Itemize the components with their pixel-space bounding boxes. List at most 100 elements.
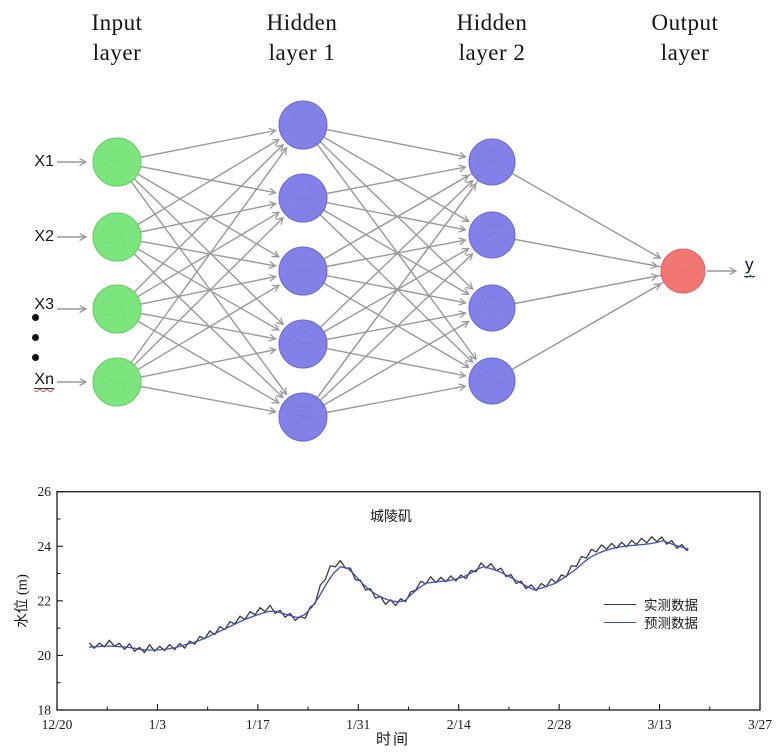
chart-title: 城陵矶: [370, 510, 412, 525]
node-texture: [484, 379, 500, 390]
edge: [319, 141, 472, 290]
edge: [326, 128, 466, 157]
input-label-xn-text: Xn: [34, 371, 54, 389]
output-label-y: y: [744, 255, 755, 277]
y-tick-label: 26: [38, 484, 52, 499]
hidden1-node: [278, 173, 328, 223]
node-texture: [289, 405, 317, 413]
edge: [140, 204, 276, 233]
input-node: [92, 284, 142, 334]
ellipsis-dot: [32, 354, 39, 361]
node-texture: [103, 150, 131, 158]
node-texture: [478, 369, 505, 377]
node-texture: [102, 235, 132, 241]
edge: [319, 181, 472, 328]
edge: [514, 276, 658, 305]
layer-title-line: Output: [651, 10, 719, 35]
layer-title-line: layer 2: [458, 40, 526, 65]
node-texture: [103, 225, 131, 233]
hidden1-node: [278, 100, 328, 150]
node-texture: [669, 269, 697, 275]
edge: [323, 136, 469, 221]
node-texture: [477, 160, 507, 166]
chart-legend: 实测数据 预测数据: [604, 595, 698, 631]
node-texture: [478, 296, 505, 304]
y-tick-label: 18: [38, 703, 52, 718]
edge: [323, 322, 469, 406]
node-texture: [477, 379, 507, 385]
legend-row-predicted: 预测数据: [604, 613, 698, 631]
hidden2-node: [468, 284, 516, 332]
node-texture: [477, 306, 507, 312]
node-texture: [103, 297, 131, 305]
hidden2-node: [468, 357, 516, 405]
x-tick-label: 12/20: [42, 717, 73, 732]
hidden2-node: [468, 211, 516, 259]
output-node: [660, 248, 706, 294]
edge: [319, 214, 472, 363]
edge: [137, 173, 279, 257]
node-texture: [288, 342, 318, 348]
hidden1-node: [278, 319, 328, 369]
node-texture: [103, 370, 131, 378]
node-texture: [478, 150, 505, 158]
input-node: [92, 357, 142, 407]
edge: [130, 148, 287, 364]
edge: [133, 178, 283, 325]
node-texture: [288, 123, 318, 129]
node-texture: [676, 269, 691, 279]
node-texture: [288, 196, 318, 202]
hidden1-node: [278, 392, 328, 442]
edge: [137, 320, 279, 403]
node-texture: [289, 259, 317, 267]
water-level-chart: 12/20 1/3 1/17 1/31 2/14 2/28 3/13 3/27 18 20 22 24…: [38, 484, 773, 732]
edge: [316, 184, 476, 399]
legend-line-predicted: [604, 621, 636, 623]
neural-network-diagram: [57, 100, 777, 442]
edge: [130, 180, 286, 394]
y-tick-label: 24: [38, 539, 52, 554]
io-arrows: [57, 162, 736, 382]
edge: [323, 282, 469, 367]
x-tick-label: 3/27: [748, 717, 772, 732]
edge: [326, 386, 466, 414]
x-tick-label: 2/14: [447, 717, 471, 732]
input-label-x2: X2: [34, 228, 54, 245]
edge: [323, 176, 469, 260]
edge: [514, 238, 658, 266]
y-axis-label: 水位 (m): [14, 574, 31, 628]
node-texture: [102, 307, 132, 313]
edges: [130, 128, 660, 414]
legend-label-measured: 实测数据: [644, 598, 698, 613]
layer-title-line: layer 1: [268, 40, 336, 65]
node-texture: [484, 306, 500, 317]
edge: [140, 165, 276, 193]
hidden1-node: [278, 246, 328, 296]
hidden2-node: [468, 138, 516, 186]
edge: [137, 285, 279, 371]
node-texture: [477, 233, 507, 239]
edge: [326, 167, 466, 195]
chart-ticks: [56, 491, 761, 711]
input-node: [92, 212, 142, 262]
x-tick-label: 3/13: [648, 717, 672, 732]
x-tick-label: 1/3: [149, 717, 167, 732]
edge: [140, 131, 276, 158]
node-texture: [289, 332, 317, 340]
node-texture: [484, 160, 500, 171]
series-line-measured: [88, 536, 689, 654]
layer-title-line: layer: [92, 40, 142, 65]
edge: [326, 313, 466, 341]
legend-line-measured: [604, 603, 636, 605]
edge: [137, 212, 279, 298]
layer-title-hidden1: Hidden layer 1: [267, 8, 338, 68]
node-texture: [289, 113, 317, 121]
node-texture: [289, 186, 317, 194]
layer-title-line: Hidden: [456, 10, 528, 35]
ellipsis-dot: [32, 334, 39, 341]
edge: [140, 277, 276, 305]
edge: [326, 240, 466, 268]
legend-label-predicted: 预测数据: [644, 616, 698, 631]
layer-title-line: Input: [91, 10, 143, 35]
edge: [140, 350, 276, 378]
